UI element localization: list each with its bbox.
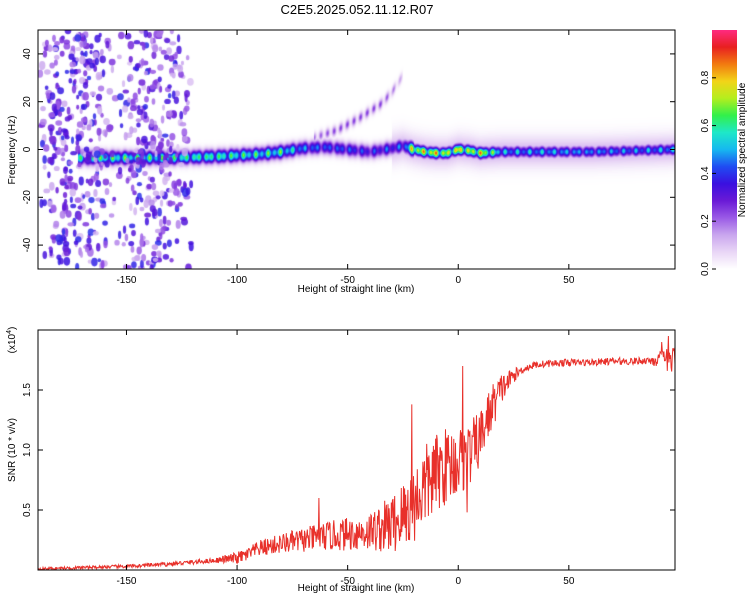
snr-y-tick-label: 1.5 (22, 383, 33, 397)
spectrogram-y-axis: -40 -20 0 20 40 (22, 48, 675, 252)
snr-x-tick-label: -50 (340, 576, 355, 587)
colorbar-gradient (712, 30, 737, 269)
spectrogram-x-tick-label: -50 (340, 275, 355, 286)
snr-y-label: SNR (10 * v/v) (7, 418, 18, 482)
snr-x-tick-label: 0 (455, 576, 461, 587)
spectrogram-y-tick-label: 40 (22, 48, 33, 60)
colorbar: 0.0 0.2 0.4 0.6 0.8 Normalized spectral ampl… (700, 30, 748, 276)
spectrogram-y-tick-label: -40 (22, 237, 33, 252)
spectrogram-y-tick-label: -20 (22, 190, 33, 205)
spectrogram-y-tick-label: 0 (22, 146, 33, 152)
snr-y-tick-label: 0.5 (22, 503, 33, 517)
snr-x-tick-label: -100 (227, 576, 247, 587)
snr-x-tick-label: -150 (116, 576, 136, 587)
spectrogram-x-tick-label: 0 (455, 275, 461, 286)
spectrogram-x-axis: -150 -100 -50 0 50 (116, 30, 575, 286)
spectrogram-panel: -150 -100 -50 0 50 -40 -20 0 20 40 Height of str… (7, 29, 676, 295)
snr-panel: -150 -100 -50 0 50 0.5 1.0 1.5 Height of strai… (6, 327, 676, 594)
snr-y-tick-label: 1.0 (22, 443, 33, 457)
spectrogram-x-tick-label: 50 (563, 275, 575, 286)
snr-x-tick-label: 50 (563, 576, 575, 587)
colorbar-tick-label: 0.2 (700, 214, 711, 228)
colorbar-tick-label: 0.6 (700, 118, 711, 132)
spectrogram-y-label: Frequency (Hz) (7, 116, 18, 185)
colorbar-ticks: 0.0 0.2 0.4 0.6 0.8 (700, 70, 716, 276)
spectrogram-heatmap (38, 30, 675, 269)
colorbar-tick-label: 0.4 (700, 166, 711, 180)
spectrogram-x-tick-label: -100 (227, 275, 247, 286)
snr-series-line (38, 335, 675, 570)
snr-y-axis: 0.5 1.0 1.5 (22, 383, 675, 517)
colorbar-label: Normalized spectral amplitude (737, 82, 748, 217)
spectrogram-y-tick-label: 20 (22, 96, 33, 108)
colorbar-tick-label: 0.8 (700, 70, 711, 84)
spectrogram-x-label: Height of straight line (km) (298, 284, 415, 295)
colorbar-tick-label: 0.0 (700, 262, 711, 276)
snr-x-axis: -150 -100 -50 0 50 (116, 330, 575, 587)
chart-title: C2E5.2025.052.11.12.R07 (281, 2, 434, 17)
snr-y-multiplier: (x104) (6, 327, 18, 354)
spectrogram-x-tick-label: -150 (116, 275, 136, 286)
snr-x-label: Height of straight line (km) (298, 583, 415, 594)
